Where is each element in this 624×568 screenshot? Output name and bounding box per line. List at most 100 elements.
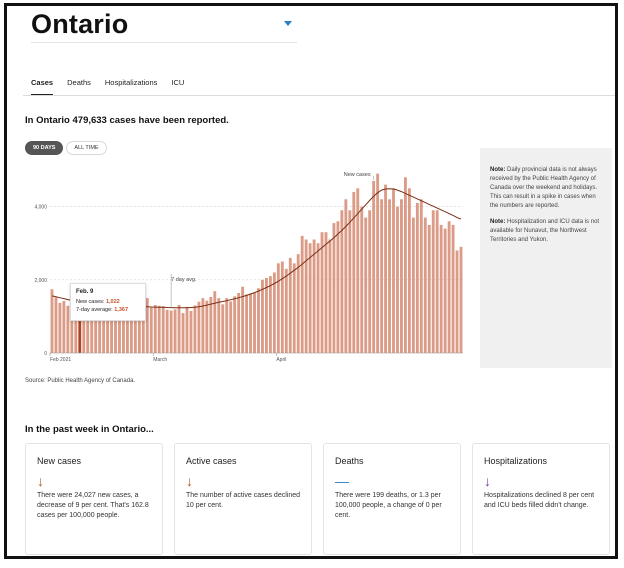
chart-bar	[177, 305, 181, 353]
chart-bar	[225, 298, 229, 353]
tooltip-new-cases: New cases: 1,022	[76, 298, 140, 307]
chart-bar	[98, 301, 102, 353]
tab-icu[interactable]: ICU	[171, 78, 185, 87]
chart-bar	[360, 206, 364, 353]
y-tick-label: 0	[44, 351, 47, 357]
tab-cases[interactable]: Cases	[31, 78, 54, 96]
chart-bar	[173, 309, 177, 353]
chart-bar	[133, 303, 137, 353]
chart-bar	[320, 232, 324, 353]
chart-bar	[94, 314, 98, 353]
chart-bar	[197, 301, 201, 353]
chart-bar	[221, 304, 225, 353]
chart-bar	[419, 199, 423, 353]
card-title: Hospitalizations	[484, 456, 548, 466]
chart-bar	[106, 305, 110, 353]
chart-bar	[439, 224, 443, 353]
chart-bar	[233, 296, 237, 353]
tab-hospitalizations[interactable]: Hospitalizations	[104, 78, 158, 87]
tooltip-new-cases-label: New cases:	[76, 298, 105, 305]
chart-bar	[245, 294, 249, 353]
note-territories: Note: Hospitalization and ICU data is no…	[490, 218, 603, 245]
chart-bar	[114, 306, 117, 353]
chart-bar	[145, 298, 149, 353]
range-all-time-button[interactable]: ALL TIME	[66, 141, 107, 155]
chart-bar	[201, 298, 205, 353]
chart-bar	[161, 306, 165, 353]
note-reporting-label: Note:	[490, 167, 506, 173]
chart-bar	[280, 261, 284, 353]
chart-bar	[272, 272, 276, 353]
card-text: The number of active cases declined 10 p…	[186, 492, 301, 510]
chart-bar	[447, 221, 451, 353]
region-select[interactable]: Ontario	[31, 9, 129, 39]
chart-bar	[253, 292, 256, 353]
arrow-down-icon: ↓	[484, 473, 491, 489]
chart-bar	[455, 250, 459, 353]
chevron-down-icon[interactable]	[284, 21, 292, 26]
chart-bar	[459, 246, 463, 353]
chart-bar	[423, 217, 427, 353]
arrow-down-icon: ↓	[186, 473, 193, 489]
past-week-heading: In the past week in Ontario...	[25, 424, 154, 435]
page-frame: Ontario Cases Deaths Hospitalizations IC…	[4, 3, 618, 559]
chart-bar	[276, 263, 280, 353]
chart-bar	[137, 301, 141, 353]
chart-bar	[153, 305, 157, 353]
chart-bar	[372, 180, 376, 353]
note-reporting-text: Daily provincial data is not always rece…	[490, 167, 598, 209]
range-90-days-button[interactable]: 90 DAYS	[25, 141, 64, 155]
tooltip-average: 7-day average: 1,367	[76, 306, 140, 315]
chart-bar	[356, 188, 360, 353]
chart-bar	[257, 288, 260, 353]
chart-bar	[403, 177, 407, 353]
note-territories-text: Hospitalization and ICU data is not avai…	[490, 219, 600, 243]
chart-bar	[324, 232, 328, 353]
cases-chart[interactable]: 0 2,000 4,000 Feb 2021 March April New cases 7 …	[17, 164, 467, 364]
x-tick-label: April	[276, 357, 286, 363]
chart-bar	[213, 291, 217, 353]
chart-bar	[288, 257, 292, 353]
chart-bar	[427, 224, 431, 353]
chart-bar	[400, 199, 403, 353]
chart-bar	[74, 302, 78, 353]
x-tick-label: March	[153, 357, 167, 363]
chart-bar	[181, 313, 185, 353]
card-hospitalizations: Hospitalizations ↓ Hospitalizations decl…	[472, 443, 610, 555]
note-reporting: Note: Daily provincial data is not alway…	[490, 166, 603, 211]
chart-bar	[70, 294, 74, 353]
tooltip-date: Feb. 9	[76, 289, 94, 295]
chart-bar	[396, 206, 399, 353]
chart-bar	[122, 305, 125, 353]
chart-bar	[388, 199, 391, 353]
chart-bar	[304, 239, 308, 353]
chart-bar	[58, 302, 62, 353]
source-credit: Source: Public Health Agency of Canada.	[25, 378, 136, 384]
cases-chart-svg: 0 2,000 4,000 Feb 2021 March April New cases 7 …	[34, 172, 463, 363]
tabs-divider	[23, 95, 615, 96]
chart-bar	[332, 223, 336, 353]
avg-label: 7 day avg.	[171, 277, 197, 283]
chart-bar	[241, 286, 245, 353]
chart-bar	[54, 297, 58, 353]
chart-bar	[110, 307, 113, 353]
card-title: Deaths	[335, 456, 364, 466]
chart-bar	[300, 235, 304, 353]
chart-bar	[185, 306, 189, 353]
chart-bar	[411, 217, 415, 353]
arrow-down-icon: ↓	[37, 473, 44, 489]
chart-bar	[451, 224, 455, 353]
tab-deaths[interactable]: Deaths	[67, 78, 91, 87]
chart-bar	[165, 309, 169, 353]
chart-bar	[352, 191, 356, 353]
chart-bar	[82, 302, 86, 353]
chart-bar	[431, 210, 435, 353]
tooltip-average-value: 1,367	[114, 307, 128, 314]
summary-suffix: cases have been reported.	[106, 115, 229, 126]
chart-bar	[284, 268, 288, 353]
chart-bar	[312, 239, 316, 353]
chart-bar	[392, 188, 395, 353]
chart-bar	[264, 277, 268, 353]
chart-bar	[237, 292, 241, 353]
chart-bar	[126, 312, 129, 353]
